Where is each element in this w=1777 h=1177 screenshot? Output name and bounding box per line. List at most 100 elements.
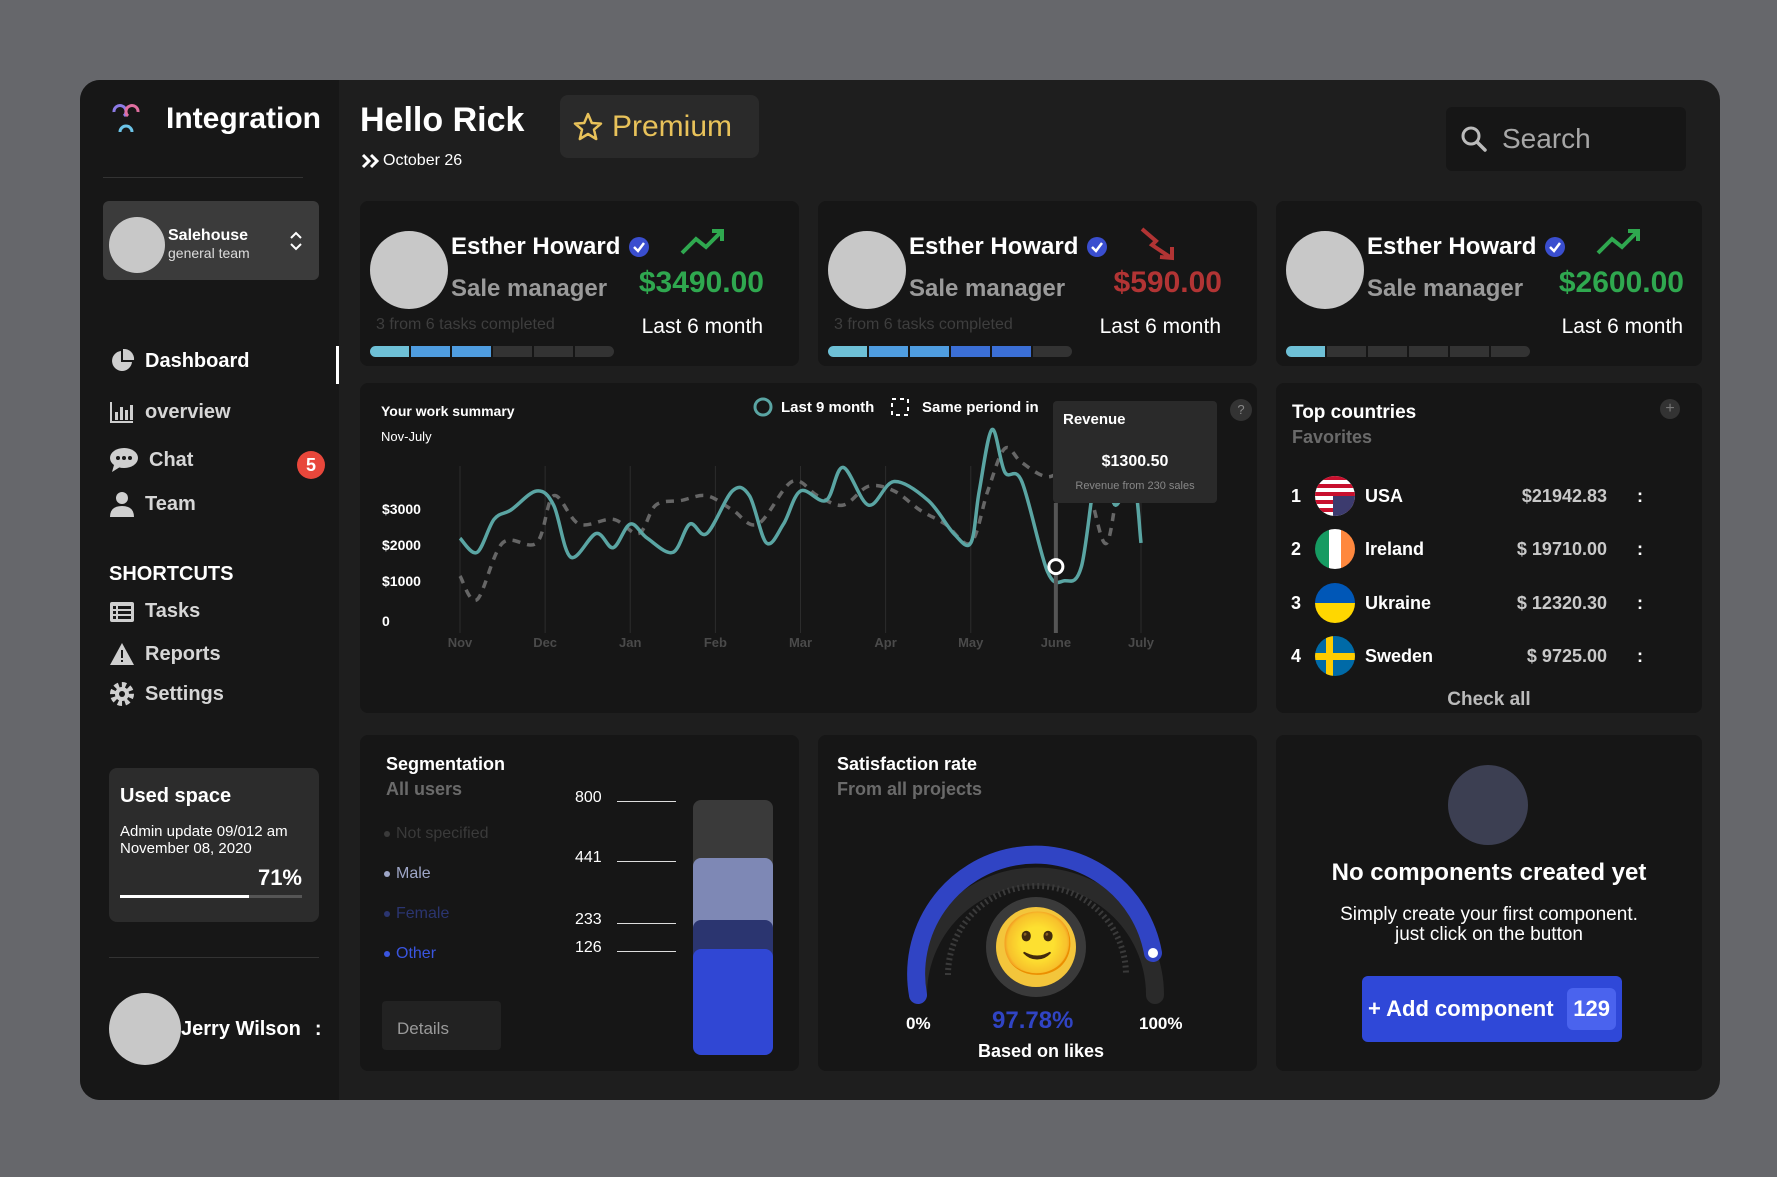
sidebar-item-team[interactable]: Team <box>109 491 196 517</box>
gauge-min-label: 0% <box>906 1014 931 1033</box>
verified-badge-icon <box>1545 237 1566 257</box>
help-icon[interactable]: ? <box>1230 399 1252 421</box>
premium-button[interactable]: Premium <box>560 95 759 158</box>
tick-line <box>617 861 676 862</box>
country-name: Ukraine <box>1365 592 1432 613</box>
row-menu-button[interactable]: : <box>1637 645 1643 666</box>
tooltip-value: $1300.50 <box>1101 453 1169 470</box>
date-label: October 26 <box>361 152 462 170</box>
y-tick-label: $2000 <box>382 537 421 553</box>
shortcut-tasks[interactable]: Tasks <box>109 600 200 623</box>
face-bg <box>996 907 1076 987</box>
empty-description-line: just click on the button <box>1395 924 1583 945</box>
sidebar-item-dashboard[interactable]: Dashboard <box>109 348 249 374</box>
sidebar-item-overview[interactable]: overview <box>109 400 231 424</box>
legend-label: Female <box>396 905 450 922</box>
legend-dot <box>384 911 390 917</box>
task-segment <box>452 346 491 357</box>
legend-item-last-9-month[interactable]: Last 9 month <box>753 397 874 417</box>
brand-name: Integration <box>166 102 321 135</box>
active-indicator <box>336 346 339 384</box>
legend-item-female: Female <box>384 905 449 923</box>
add-component-label: + Add component <box>1368 996 1554 1021</box>
stat-period: Last 6 month <box>1561 315 1683 338</box>
logo-icon <box>112 104 140 133</box>
row-menu-button[interactable]: : <box>1637 485 1643 506</box>
row-menu-button[interactable]: : <box>1637 592 1643 613</box>
empty-description-line: Simply create your first component. <box>1340 904 1638 925</box>
legend-label: Other <box>396 945 437 962</box>
legend-label: Last 9 month <box>781 398 875 416</box>
brand[interactable]: Integration <box>110 102 321 136</box>
task-segment <box>575 346 614 357</box>
task-segment <box>1450 346 1489 357</box>
search-input[interactable]: Search <box>1446 107 1686 171</box>
sidebar-item-label: Team <box>145 492 196 515</box>
circle-icon <box>753 397 773 417</box>
task-segment <box>1286 346 1325 357</box>
list-item[interactable]: 1 USA $21942.83 : <box>1291 476 1643 516</box>
list-item[interactable]: 4 Sweden $ 9725.00 : <box>1291 636 1643 676</box>
team-name: Salehouse <box>168 227 249 244</box>
tooltip-title: Revenue <box>1063 411 1126 428</box>
check-all-link[interactable]: Check all <box>1447 689 1531 710</box>
country-name: Ireland <box>1365 538 1425 559</box>
y-tick-label: $3000 <box>382 501 421 517</box>
highlight-point <box>1047 558 1065 576</box>
top-countries-card: Top countries Favorites + 1 USA $21942.8… <box>1276 383 1702 713</box>
revenue-tooltip: Revenue $1300.50 Revenue from 230 sales <box>1053 401 1217 503</box>
task-progress-bar <box>1286 346 1532 357</box>
user-profile[interactable]: Jerry Wilson : <box>109 993 322 1065</box>
gauge-inner-dashes <box>945 883 1129 976</box>
task-segment <box>1033 346 1072 357</box>
stat-card: Esther Howard Sale manager $2600.00 Last… <box>1276 201 1702 366</box>
legend-label: Same periond in <box>922 398 1039 416</box>
task-segment <box>493 346 532 357</box>
stat-role: Sale manager <box>909 275 1066 302</box>
row-menu-button[interactable]: : <box>1637 538 1643 559</box>
add-icon[interactable]: + <box>1660 399 1680 419</box>
card-title: Segmentation <box>386 754 506 774</box>
user-menu-button[interactable]: : <box>314 1017 322 1040</box>
pie-chart-icon <box>112 348 135 371</box>
sidebar-item-chat[interactable]: Chat <box>109 447 193 473</box>
team-subtitle: general team <box>168 245 250 261</box>
stat-amount: $2600.00 <box>1558 266 1684 299</box>
trend-up-icon <box>1596 229 1640 255</box>
card-title: Satisfaction rate <box>837 754 978 774</box>
details-button[interactable]: Details <box>382 1001 501 1050</box>
stat-name: Esther Howard <box>909 233 1108 261</box>
x-tick-label: July <box>1128 635 1155 650</box>
component-count-badge: 129 <box>1567 988 1616 1030</box>
used-space-title: Used space <box>120 785 232 807</box>
task-segment <box>1368 346 1407 357</box>
date-text: October 26 <box>383 152 463 169</box>
satisfaction-card: Satisfaction rate From all projects 🙂 0%… <box>818 735 1257 1071</box>
shortcuts-heading: SHORTCUTS <box>109 563 234 585</box>
avatar <box>109 993 181 1065</box>
avatar <box>828 231 906 309</box>
x-tick-label: June <box>1041 635 1071 650</box>
smiley-face-icon: 🙂 <box>999 910 1077 979</box>
app-window: Integration Salehouse general team Dashb… <box>80 80 1720 1100</box>
add-component-button[interactable]: + Add component 129 <box>1362 976 1622 1042</box>
list-item[interactable]: 2 Ireland $ 19710.00 : <box>1291 529 1643 569</box>
legend-dot <box>384 871 390 877</box>
stat-amount: $3490.00 <box>638 266 764 299</box>
empty-title: No components created yet <box>1331 859 1647 886</box>
shortcut-settings[interactable]: Settings <box>109 681 224 707</box>
legend-item-male: Male <box>384 865 431 883</box>
stat-name-text: Esther Howard <box>451 233 621 260</box>
placeholder-avatar <box>1448 765 1528 845</box>
list-item[interactable]: 3 Ukraine $ 12320.30 : <box>1291 583 1643 623</box>
task-segment <box>1327 346 1366 357</box>
legend-item-same-period[interactable]: Same periond in <box>890 397 1039 417</box>
gauge-caption: Based on likes <box>978 1041 1105 1061</box>
tick-label: 800 <box>575 789 602 806</box>
stat-name-text: Esther Howard <box>1367 233 1537 260</box>
shortcut-reports[interactable]: Reports <box>109 642 221 666</box>
team-selector[interactable]: Salehouse general team <box>103 201 319 280</box>
divider <box>109 957 319 958</box>
y-tick-label: 0 <box>382 613 390 629</box>
x-tick-label: Apr <box>874 635 896 650</box>
